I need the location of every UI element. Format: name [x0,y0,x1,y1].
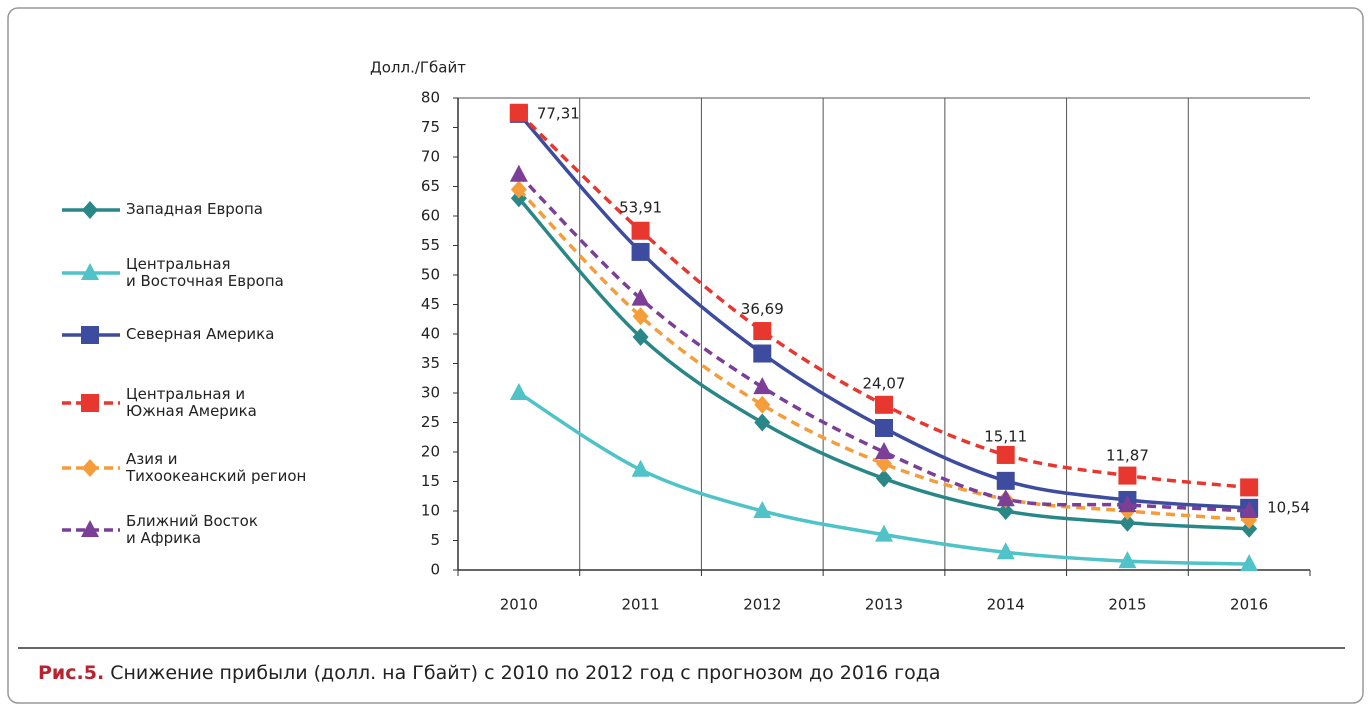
point [753,501,772,518]
y-tick-label: 5 [430,531,440,549]
y-tick-label: 30 [421,384,440,402]
point [510,180,527,199]
y-tick-label: 20 [421,443,440,461]
value-label: 24,07 [863,374,906,392]
point [875,418,893,437]
legend-label: Северная Америка [126,325,275,343]
point [631,221,650,240]
value-label: 11,87 [1106,446,1149,464]
series-line [517,173,1250,513]
y-tick-label: 75 [421,118,440,136]
point [754,395,771,414]
point [632,307,649,326]
point [1240,554,1259,572]
y-tick-label: 55 [421,236,440,254]
point [509,383,528,400]
value-label: 77,31 [537,104,580,122]
y-tick-label: 0 [430,561,440,579]
x-tick-label: 2010 [500,596,538,614]
y-tick-label: 25 [421,413,440,431]
legend-label: Ближний Восток и Африка [126,511,258,547]
value-label: 15,11 [984,427,1027,445]
y-tick-label: 40 [421,325,440,343]
y-tick-label: 35 [421,354,440,372]
x-tick-label: 2015 [1108,596,1146,614]
point [876,469,892,488]
caption-text: Снижение прибыли (долл. на Гбайт) с 2010… [110,662,941,684]
legend-label: Западная Европа [126,200,263,218]
legend-label: Азия и Тихоокеанский регион [126,449,307,485]
x-tick-label: 2013 [865,596,903,614]
y-tick-label: 10 [421,502,440,520]
point [631,288,650,306]
point [1240,501,1259,518]
point [1119,513,1136,532]
point [631,459,650,477]
y-tick-label: 80 [421,89,440,107]
legend-marker [81,394,99,412]
x-tick-label: 2012 [743,596,781,614]
point [875,395,893,414]
point [509,103,528,122]
point [875,442,893,459]
legend-marker [81,326,99,344]
point [876,454,892,473]
x-tick-label: 2016 [1230,596,1268,614]
point [1241,510,1258,529]
point [753,344,772,363]
legend-marker [81,263,99,280]
value-label: 10,54 [1267,498,1310,516]
y-tick-label: 15 [421,472,440,490]
point [996,489,1015,507]
frame [7,7,1364,704]
legend-marker [81,520,99,537]
point [875,524,893,542]
legend-marker [82,459,98,477]
point [1118,495,1137,513]
y-tick-label: 65 [421,177,440,195]
legend-label: Центральная и Южная Америка [126,384,257,420]
point [996,542,1015,560]
y-tick-label: 60 [421,207,440,225]
legend-marker [82,201,98,219]
point [1118,551,1137,569]
legend-label: Центральная и Восточная Европа [126,254,284,290]
x-tick-label: 2011 [621,596,659,614]
point [1118,466,1137,485]
y-axis-label: Долл./Гбайт [370,59,466,77]
value-label: 53,91 [619,198,662,216]
point [996,471,1015,490]
value-label: 36,69 [741,300,784,318]
point [996,445,1015,464]
point [753,322,772,341]
point [1240,478,1259,497]
y-tick-label: 45 [421,295,440,313]
caption-label: Рис.5. [38,662,105,684]
point [509,164,528,182]
point [754,413,771,432]
y-tick-label: 70 [421,148,440,166]
point [631,242,650,261]
y-tick-label: 50 [421,266,440,284]
point [997,502,1014,520]
point [753,377,772,395]
x-tick-label: 2014 [987,596,1025,614]
caption: Рис.5. Снижение прибыли (долл. на Гбайт)… [38,662,941,684]
point [632,327,649,346]
